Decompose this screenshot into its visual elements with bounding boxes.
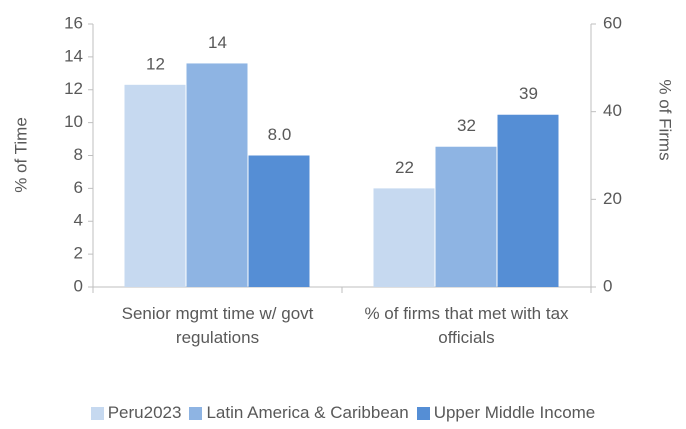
legend-swatch [189,406,203,420]
legend-swatch [416,406,430,420]
y2-tick-label: 0 [603,276,612,295]
y2-tick-label: 60 [603,13,622,32]
y-tick-label: 2 [74,244,83,263]
legend-label: Upper Middle Income [433,403,596,422]
bar [124,84,186,287]
bar [248,155,310,287]
y2-axis-title: % of Firms [656,79,675,160]
data-label: 32 [457,116,476,135]
bar [497,114,559,287]
y-tick-label: 16 [64,13,83,32]
bar [186,63,248,288]
legend-swatch [90,406,104,420]
y-tick-label: 8 [74,145,83,164]
y-tick-label: 0 [74,276,83,295]
data-label: 39 [519,84,538,103]
legend-label: Peru2023 [107,403,182,422]
legend-item: Upper Middle Income [416,403,596,423]
data-label: 22 [395,158,414,177]
y-tick-label: 6 [74,178,83,197]
bar [373,188,435,287]
data-label: 12 [146,54,165,73]
y-axis-title: % of Time [11,117,30,193]
y-tick-label: 10 [64,112,83,131]
data-label: 8.0 [268,125,292,144]
legend: Peru2023 Latin America & Caribbean Upper M… [0,403,686,423]
bar [435,146,497,287]
legend-label: Latin America & Caribbean [206,403,409,422]
x-tick-label: % of firms that met with tax officials [364,304,569,347]
legend-item: Latin America & Caribbean [189,403,409,423]
y2-tick-label: 20 [603,189,622,208]
data-label: 14 [208,33,227,52]
x-tick-label: Senior mgmt time w/ govt regulations [121,304,314,347]
y2-tick-label: 40 [603,101,622,120]
y-tick-label: 14 [64,46,83,65]
y-tick-label: 12 [64,79,83,98]
legend-item: Peru2023 [90,403,182,423]
y-tick-label: 4 [74,211,83,230]
